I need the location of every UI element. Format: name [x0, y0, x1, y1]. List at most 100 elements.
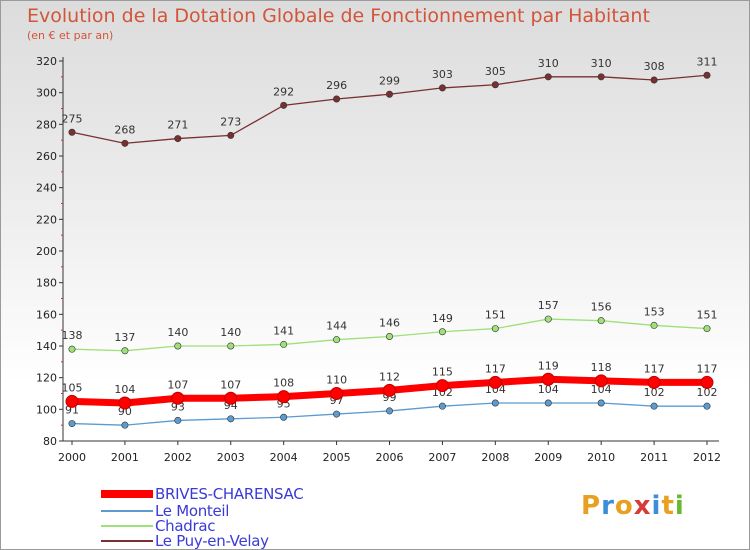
x-tick-label: 2008: [481, 451, 509, 464]
data-label: 110: [326, 374, 347, 387]
x-tick-label: 2009: [534, 451, 562, 464]
legend-label: Le Puy-en-Velay: [155, 532, 269, 550]
data-point: [224, 391, 238, 405]
y-tick-label: 200: [36, 245, 57, 258]
y-tick-label: 260: [36, 150, 57, 163]
data-point: [438, 402, 446, 410]
y-tick-label: 180: [36, 277, 57, 290]
data-label: 112: [379, 370, 400, 383]
data-point: [650, 402, 658, 410]
data-point: [171, 391, 185, 405]
data-point: [121, 421, 129, 429]
data-point: [174, 342, 182, 350]
data-point: [68, 420, 76, 428]
x-tick-label: 2011: [640, 451, 668, 464]
data-label: 117: [644, 362, 665, 375]
legend-label: Le Monteil: [155, 502, 230, 520]
data-label: 292: [273, 85, 294, 98]
data-point: [703, 71, 711, 79]
data-label: 271: [167, 119, 188, 132]
data-point: [280, 340, 288, 348]
x-tick-label: 2003: [217, 451, 245, 464]
data-point: [544, 315, 552, 323]
data-label: 296: [326, 79, 347, 92]
data-point: [121, 139, 129, 147]
data-label: 273: [220, 115, 241, 128]
data-label: 118: [591, 361, 612, 374]
data-label: 107: [220, 378, 241, 391]
data-point: [594, 374, 608, 388]
x-tick-label: 2004: [270, 451, 298, 464]
x-tick-label: 2001: [111, 451, 139, 464]
data-label: 308: [644, 60, 665, 73]
y-tick-label: 240: [36, 182, 57, 195]
proxiti-logo: Proxiti: [581, 491, 685, 521]
legend-label: Chadrac: [155, 517, 216, 535]
data-point: [118, 396, 132, 410]
data-label: 104: [538, 383, 559, 396]
x-tick-label: 2012: [693, 451, 721, 464]
data-point: [385, 407, 393, 415]
y-tick-label: 160: [36, 308, 57, 321]
y-tick-label: 140: [36, 340, 57, 353]
data-point: [385, 90, 393, 98]
data-point: [491, 81, 499, 89]
data-point: [174, 135, 182, 143]
legend-label: BRIVES-CHARENSAC: [155, 485, 304, 503]
logo-letter: P: [581, 491, 602, 521]
data-point: [491, 399, 499, 407]
data-label: 149: [432, 312, 453, 325]
data-label: 108: [273, 377, 294, 390]
data-label: 141: [273, 324, 294, 337]
data-label: 299: [379, 74, 400, 87]
chart-subtitle: (en € et par an): [27, 29, 114, 42]
data-label: 151: [485, 309, 506, 322]
data-point: [280, 101, 288, 109]
data-point: [647, 375, 661, 389]
data-label: 144: [326, 320, 347, 333]
data-label: 311: [697, 55, 718, 68]
data-label: 102: [697, 386, 718, 399]
data-point: [68, 128, 76, 136]
data-point: [703, 325, 711, 333]
data-point: [280, 413, 288, 421]
data-point: [333, 95, 341, 103]
y-tick-label: 80: [43, 435, 57, 448]
data-point: [703, 402, 711, 410]
data-point: [597, 317, 605, 325]
data-label: 268: [114, 123, 135, 136]
data-point: [544, 73, 552, 81]
data-label: 119: [538, 359, 559, 372]
legend-swatch: [101, 510, 153, 512]
data-point: [597, 399, 605, 407]
x-tick-label: 2006: [376, 451, 404, 464]
data-label: 156: [591, 301, 612, 314]
logo-letter: o: [614, 491, 634, 521]
data-label: 104: [114, 383, 135, 396]
x-tick-label: 2007: [428, 451, 456, 464]
data-point: [597, 73, 605, 81]
y-tick-label: 220: [36, 213, 57, 226]
data-label: 104: [591, 383, 612, 396]
data-point: [700, 375, 714, 389]
y-tick-label: 280: [36, 118, 57, 131]
data-label: 137: [114, 331, 135, 344]
y-tick-label: 300: [36, 87, 57, 100]
data-point: [491, 325, 499, 333]
data-label: 104: [485, 383, 506, 396]
data-label: 140: [220, 326, 241, 339]
data-point: [438, 328, 446, 336]
data-label: 115: [432, 366, 453, 379]
data-point: [121, 347, 129, 355]
logo-letter: i: [674, 491, 685, 521]
data-point: [650, 321, 658, 329]
logo-letter: i: [651, 491, 662, 521]
data-point: [650, 76, 658, 84]
y-tick-label: 120: [36, 372, 57, 385]
data-point: [227, 342, 235, 350]
data-point: [174, 416, 182, 424]
logo-letter: r: [601, 491, 615, 521]
x-tick-label: 2005: [323, 451, 351, 464]
data-point: [333, 410, 341, 418]
